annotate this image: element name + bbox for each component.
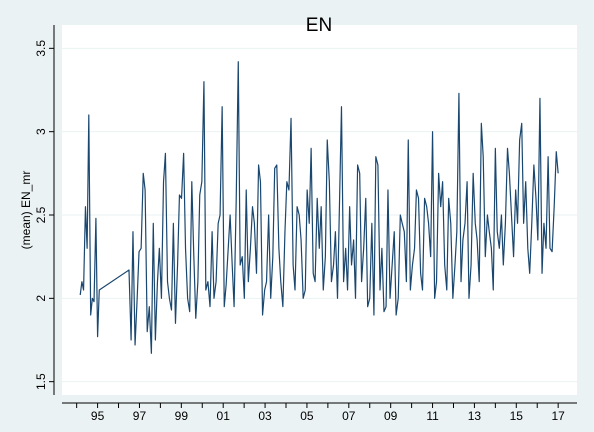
x-tick-label: 03: [258, 409, 272, 423]
x-tick-label: 13: [468, 409, 482, 423]
x-tick-label: 99: [175, 409, 189, 423]
data-line: [79, 61, 559, 354]
y-axis-label: (mean) EN_mr: [19, 171, 33, 250]
x-tick-label: 09: [384, 409, 398, 423]
y-tick-label: 1.5: [34, 373, 48, 390]
x-tick-label: 15: [510, 409, 524, 423]
x-tick-label: 11: [426, 409, 439, 423]
x-tick-label: 95: [91, 409, 105, 423]
x-tick-label: 05: [300, 409, 314, 423]
plot-area: [62, 25, 577, 395]
x-tick-label: 07: [342, 409, 356, 423]
x-tick-label: 01: [217, 409, 231, 423]
y-tick-label: 3: [34, 128, 48, 135]
y-tick-label: 2.5: [34, 206, 48, 223]
chart-title: EN: [306, 15, 332, 36]
x-tick-label: 17: [551, 409, 565, 423]
x-tick-label: 97: [133, 409, 147, 423]
y-tick-label: 2: [34, 295, 48, 302]
y-tick-label: 3.5: [34, 40, 48, 57]
